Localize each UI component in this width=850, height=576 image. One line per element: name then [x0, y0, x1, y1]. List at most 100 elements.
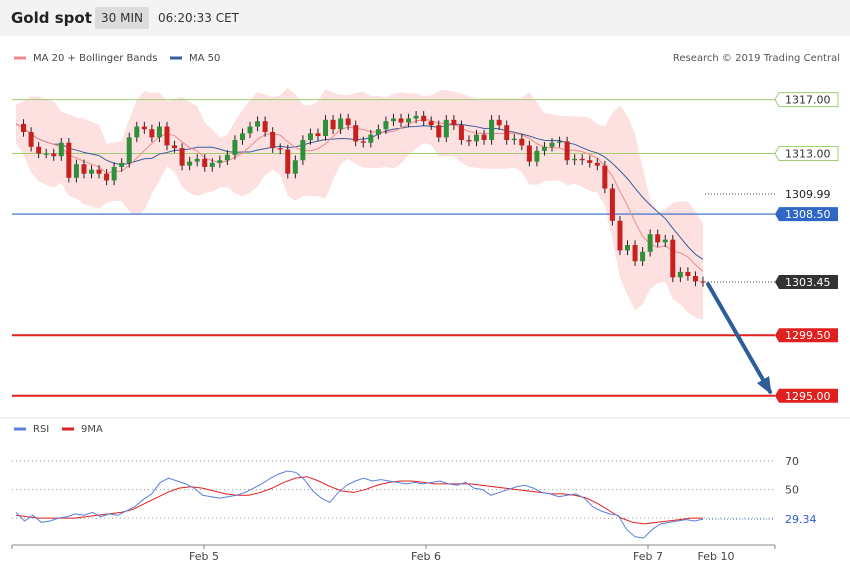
candle-body — [594, 162, 600, 166]
legend-label: MA 50 — [189, 53, 220, 64]
candle-body — [285, 149, 291, 174]
levels-layer — [12, 99, 775, 397]
candle-body — [262, 121, 268, 132]
rsi-tick-label: 70 — [785, 455, 799, 468]
candle-body — [458, 125, 464, 141]
candle-body — [368, 134, 374, 143]
price-label-box — [774, 92, 839, 108]
candle-body — [519, 138, 525, 146]
candle-body — [88, 169, 94, 174]
price-label-text: 1303.45 — [785, 276, 831, 289]
candle-body — [564, 141, 570, 161]
candle-body — [443, 119, 449, 138]
candle-body — [428, 121, 434, 126]
candle-body — [534, 150, 540, 162]
candle-body — [194, 158, 200, 162]
candle-body — [602, 165, 608, 189]
candle-body — [126, 137, 132, 163]
candle-body — [489, 119, 495, 141]
price-label-text: 1313.00 — [785, 148, 831, 161]
price-label-text: 1299.50 — [785, 329, 831, 342]
candle-body — [58, 142, 64, 157]
forecast-arrow-layer — [706, 282, 772, 395]
timeframe-badge[interactable]: 30 MIN — [95, 7, 149, 29]
candle-body — [21, 123, 27, 132]
price-label-support: 1295.00 — [775, 388, 838, 403]
candle-body — [670, 239, 676, 278]
candles-layer — [21, 111, 706, 287]
price-label-box — [775, 328, 838, 343]
price-label-support: 1299.50 — [775, 328, 838, 343]
candle-body — [66, 142, 72, 178]
price-label-resistance: 1313.00 — [774, 146, 839, 161]
rsi-tick-label: 50 — [785, 484, 799, 497]
x-axis-label: Feb 5 — [189, 550, 219, 563]
price-label-text: 1295.00 — [785, 390, 831, 403]
candle-body — [119, 162, 125, 167]
legend-layer: MA 20 + Bollinger Bands MA 50 Research © 2… — [14, 53, 840, 64]
candle-body — [360, 141, 366, 143]
candle-body — [111, 166, 117, 181]
candle-body — [307, 133, 313, 141]
price-labels-layer: 1317.00 1313.00 1309.99 1308.50 1303.45 1299.… — [774, 92, 839, 403]
candle-body — [617, 220, 623, 251]
candle-body — [96, 169, 102, 174]
price-label-last-price: 1303.45 — [775, 275, 838, 290]
candle-body — [526, 145, 532, 162]
candle-body — [504, 125, 510, 141]
candle-body — [557, 141, 563, 143]
candle-body — [224, 154, 230, 161]
candle-body — [104, 173, 110, 181]
candle-body — [149, 129, 155, 138]
current-time: 06:20:33 CET — [158, 11, 239, 25]
candle-body — [36, 146, 42, 154]
header-bar: Gold spot 30 MIN 06:20:33 CET — [0, 0, 850, 36]
candle-body — [640, 251, 646, 262]
candle-body — [398, 118, 404, 123]
x-axis-label: Feb 10 — [698, 550, 735, 563]
candle-body — [572, 158, 578, 161]
x-axis: Feb 5 Feb 6 Feb 7 Feb 10 — [11, 544, 776, 563]
price-label-box — [775, 207, 838, 222]
legend-label: MA 20 + Bollinger Bands — [33, 53, 157, 64]
candle-body — [353, 125, 359, 142]
price-label-text: 1309.99 — [785, 188, 831, 201]
candle-body — [677, 271, 683, 278]
candle-body — [662, 239, 668, 243]
candle-body — [270, 131, 276, 149]
price-label-box — [775, 275, 838, 290]
candle-body — [413, 115, 419, 119]
candle-body — [300, 140, 306, 161]
credit-text: Research © 2019 Trading Central — [673, 53, 840, 64]
candle-body — [323, 119, 329, 136]
candle-body — [609, 188, 615, 221]
candle-body — [345, 118, 351, 126]
candle-body — [202, 158, 208, 167]
candle-body — [156, 126, 162, 138]
candle-body — [481, 134, 487, 141]
candle-body — [73, 164, 79, 178]
x-axis-label: Feb 6 — [411, 550, 441, 563]
rsi-panel: RSI 9MA 70 50 29.34 — [0, 417, 850, 539]
ma20-line — [15, 119, 704, 272]
price-label-box — [775, 388, 838, 403]
candle-body — [43, 153, 49, 155]
candle-body — [647, 234, 653, 252]
candle-body — [436, 125, 442, 138]
candle-body — [330, 119, 336, 130]
candle-body — [700, 281, 706, 283]
rsi-line — [15, 470, 704, 539]
candle-body — [28, 131, 34, 147]
candle-body — [187, 161, 193, 166]
price-label-pivot: 1308.50 — [775, 207, 838, 222]
candle-body — [466, 140, 472, 142]
price-label-text: 1308.50 — [785, 208, 831, 221]
candle-body — [421, 115, 427, 122]
candle-body — [390, 118, 396, 122]
candle-body — [383, 121, 389, 130]
candle-body — [685, 271, 691, 276]
candle-body — [292, 160, 298, 174]
candle-body — [239, 133, 245, 141]
candle-body — [277, 148, 283, 150]
